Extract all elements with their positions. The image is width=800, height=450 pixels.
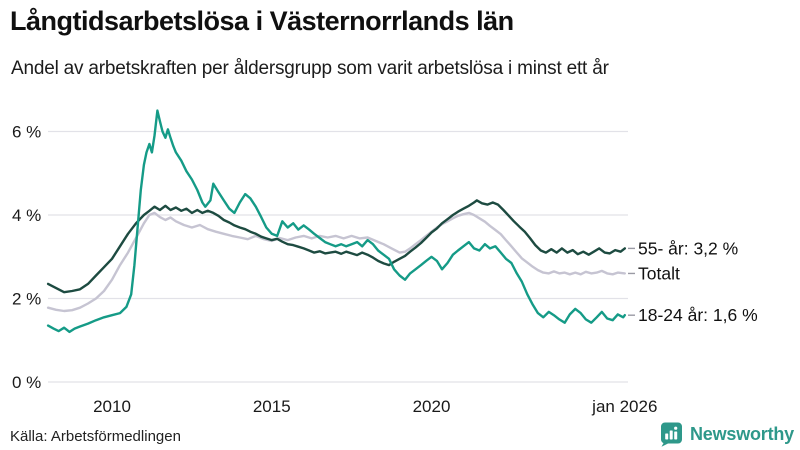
y-axis-label-4pct: 4 % — [12, 206, 41, 225]
y-axis-label-0pct: 0 % — [12, 373, 41, 392]
series-line-totalt — [46, 211, 626, 313]
series-line-18-24-r — [46, 109, 626, 334]
source-note: Källa: Arbetsförmedlingen — [10, 428, 181, 445]
newsworthy-logo-text: Newsworthy — [689, 423, 794, 444]
x-axis-label-jan-2026: jan 2026 — [591, 397, 657, 416]
page-subtitle: Andel av arbetskraften per åldersgrupp s… — [11, 58, 609, 79]
newsworthy-logo-icon — [660, 422, 682, 447]
y-axis-label-2pct: 2 % — [12, 290, 41, 309]
series-end-label-totalt: Totalt — [638, 263, 680, 283]
x-axis-label-2010: 2010 — [93, 397, 131, 416]
series-line-55-r — [46, 199, 626, 294]
x-axis-label-2015: 2015 — [253, 397, 291, 416]
page-title: Långtidsarbetslösa i Västernorrlands län — [10, 6, 514, 36]
series-end-label-55-r: 55- år: 3,2 % — [638, 238, 738, 258]
y-axis-label-6pct: 6 % — [12, 123, 41, 142]
x-axis-label-2020: 2020 — [413, 397, 451, 416]
newsworthy-branding: Newsworthy — [660, 421, 794, 447]
series-end-label-18-24-r: 18-24 år: 1,6 % — [638, 305, 758, 325]
